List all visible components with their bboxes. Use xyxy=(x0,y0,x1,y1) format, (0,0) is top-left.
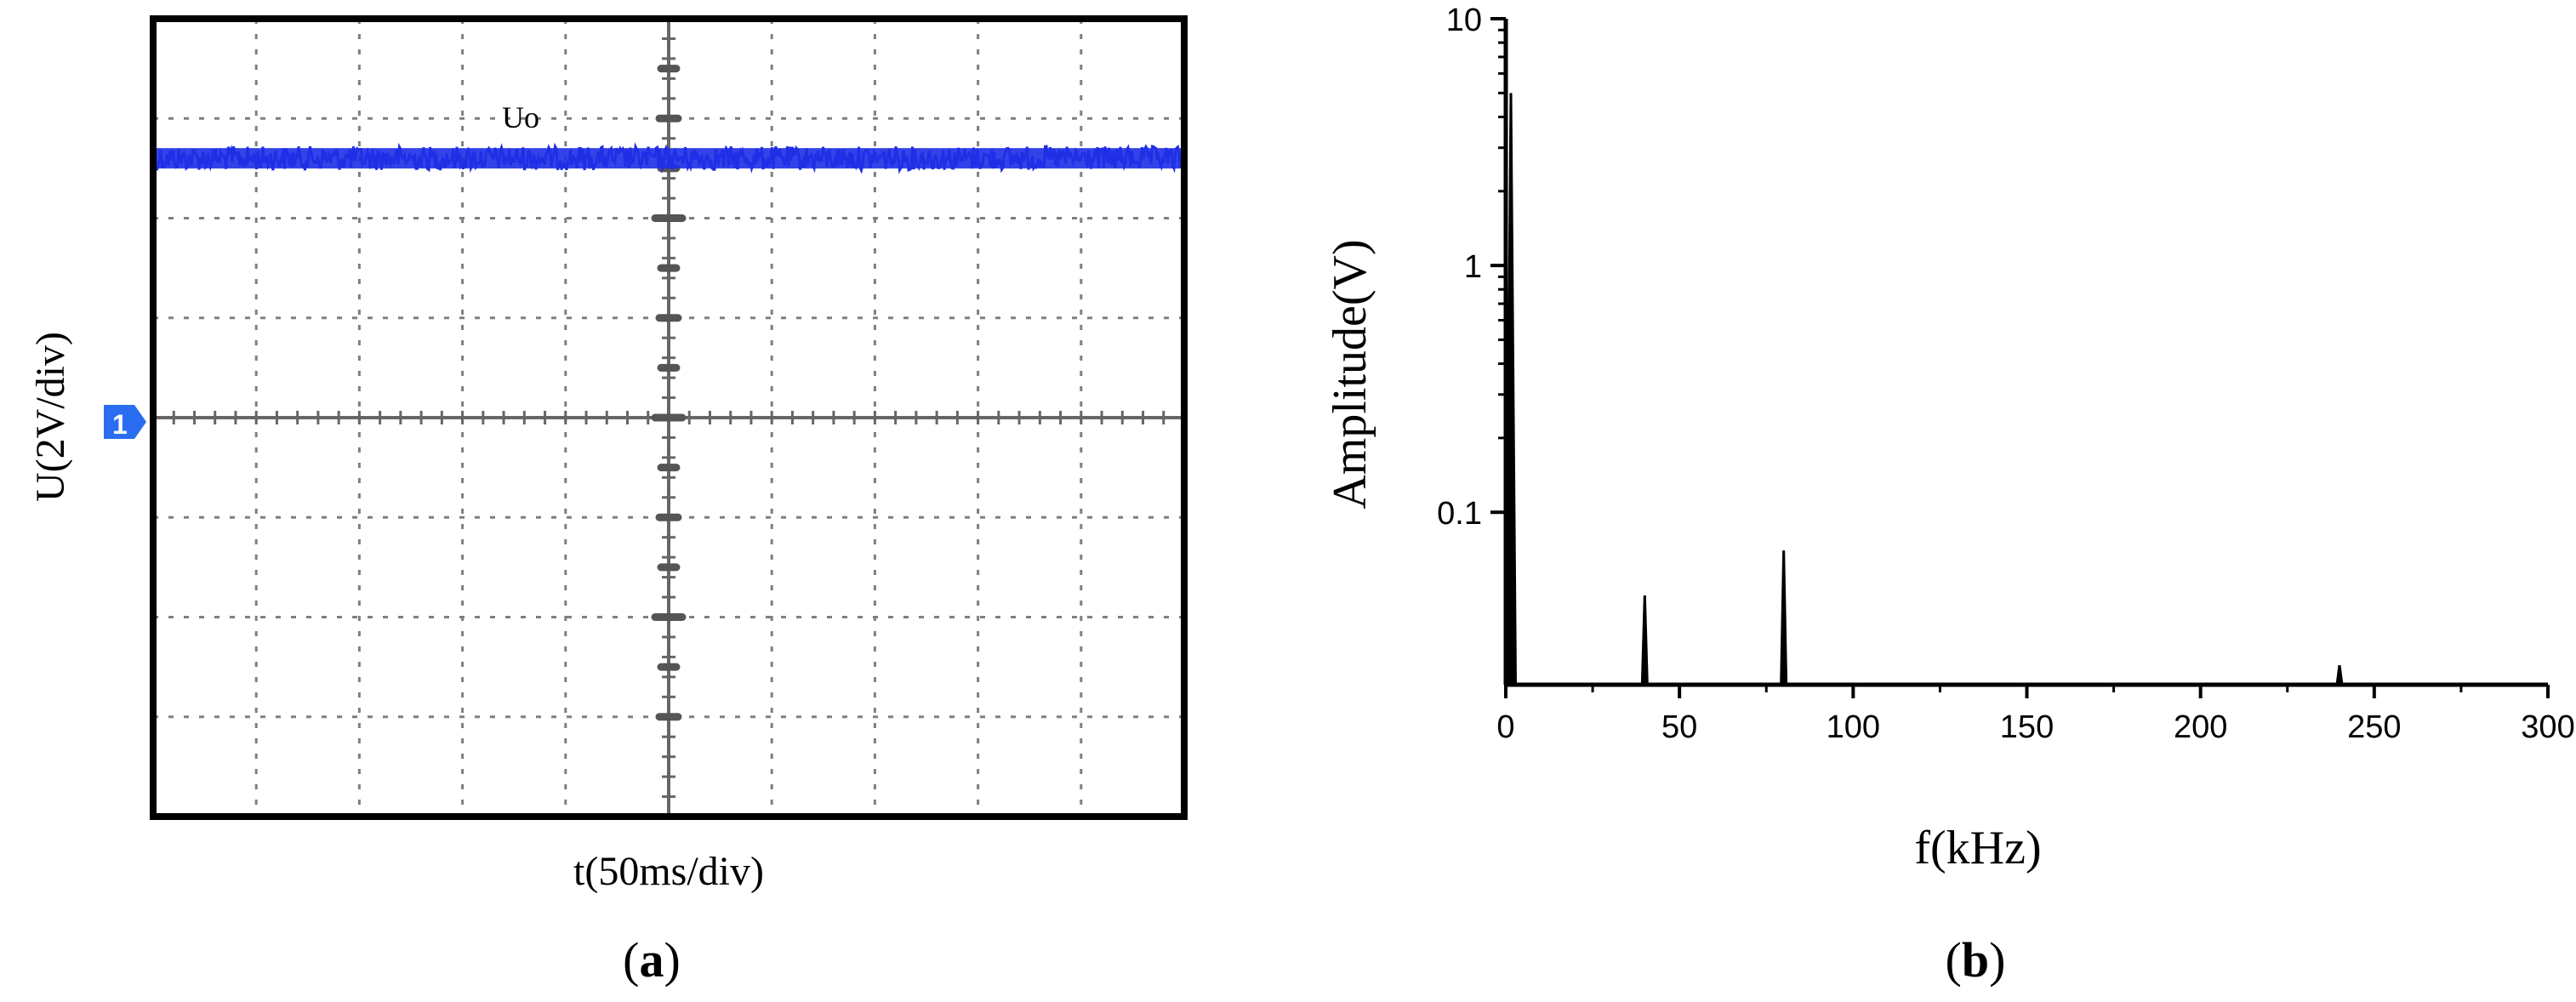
oscilloscope-x-axis-label: t(50ms/div) xyxy=(573,849,764,894)
spectrum-bar xyxy=(1780,550,1788,685)
spectrum-x-ticks: 0 50 100 150 200 250 300 xyxy=(1496,685,2575,745)
spectrum-x-tick-label: 100 xyxy=(1827,709,1880,745)
oscilloscope-center-axes xyxy=(153,19,1184,817)
panel-b-caption: (b) xyxy=(1946,932,2006,988)
spectrum-x-tick-label: 150 xyxy=(2000,709,2054,745)
spectrum-y-tick-label: 1 xyxy=(1464,249,1482,285)
panel-a-caption: (a) xyxy=(623,932,681,988)
spectrum-x-tick-label: 200 xyxy=(2174,709,2227,745)
spectrum-bar xyxy=(1640,595,1649,685)
spectrum-y-axis-label: Amplitude(V) xyxy=(1324,239,1376,509)
spectrum-x-tick-label: 0 xyxy=(1496,709,1514,745)
spectrum-bar xyxy=(2335,665,2344,685)
spectrum-y-tick-label: 10 xyxy=(1446,3,1482,38)
spectrum-axes xyxy=(1503,19,2548,687)
spectrum-panel: 0 50 100 150 200 250 300 10 1 0.1 Amplitude(V) f… xyxy=(1324,3,2575,988)
spectrum-bars xyxy=(1505,93,2344,685)
spectrum-x-tick-label: 50 xyxy=(1661,709,1697,745)
oscilloscope-panel: Uo 1 U(2V/div) t(50ms/div) (a) xyxy=(28,15,1188,988)
uo-series-label: Uo xyxy=(502,100,539,134)
spectrum-y-ticks: 10 1 0.1 xyxy=(1437,3,1506,532)
channel-marker: 1 xyxy=(104,405,146,440)
uo-trace xyxy=(151,142,1186,174)
channel-marker-label: 1 xyxy=(112,409,128,440)
spectrum-x-tick-label: 300 xyxy=(2521,709,2574,745)
oscilloscope-y-axis-label: U(2V/div) xyxy=(28,332,73,502)
spectrum-y-tick-label: 0.1 xyxy=(1437,496,1482,532)
oscilloscope-frame xyxy=(150,15,1188,820)
spectrum-x-tick-label: 250 xyxy=(2347,709,2401,745)
spectrum-x-axis-label: f(kHz) xyxy=(1914,822,2041,874)
